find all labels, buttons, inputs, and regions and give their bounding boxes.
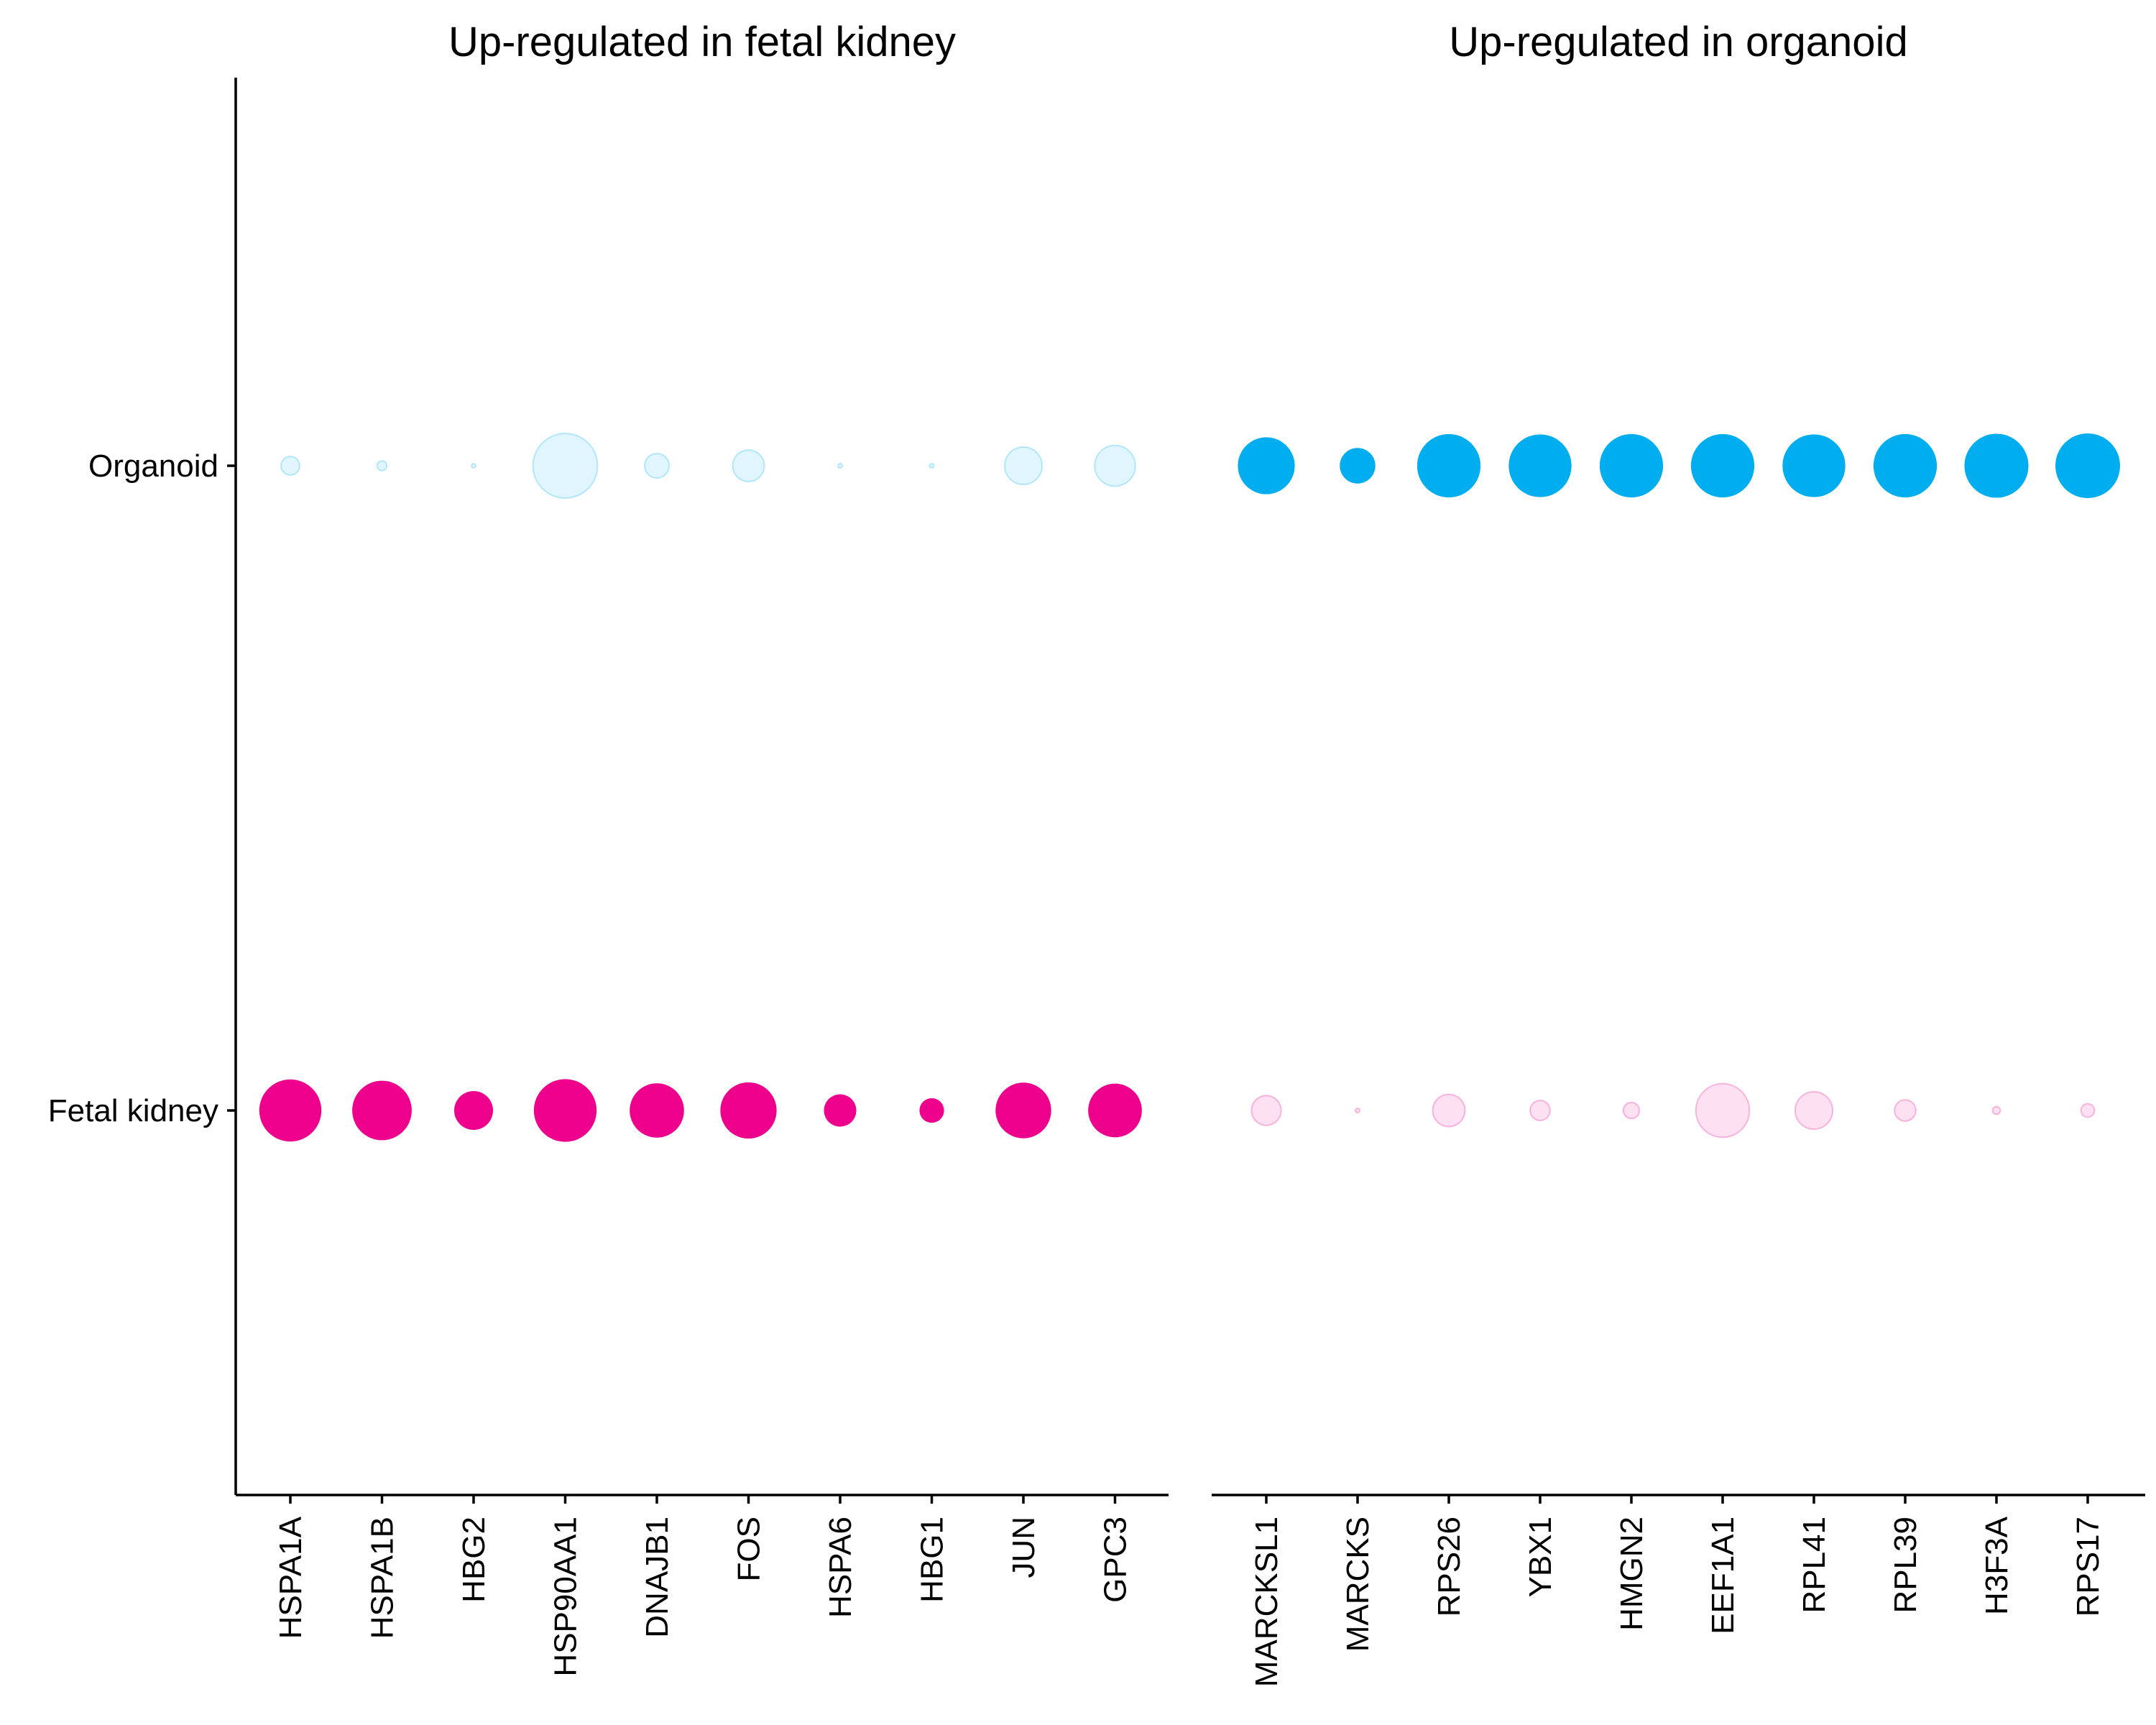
- dot-point: [1340, 448, 1376, 484]
- dot-point: [376, 460, 388, 472]
- y-tick-label: Organoid: [88, 448, 218, 484]
- dot-point: [837, 463, 843, 469]
- dot-point: [1794, 1090, 1834, 1131]
- dot-point: [1432, 1093, 1466, 1128]
- x-tick-label: MARCKS: [1340, 1517, 1376, 1652]
- y-tick-label: Fetal kidney: [48, 1093, 218, 1128]
- dot-point: [2080, 1103, 2096, 1118]
- dot-point: [1003, 446, 1044, 486]
- x-tick-label: GPC3: [1098, 1517, 1133, 1603]
- dot-point: [630, 1083, 684, 1138]
- dot-point: [995, 1082, 1051, 1138]
- x-tick-label: RPL41: [1797, 1517, 1832, 1614]
- x-tick-label: HSPA1B: [365, 1517, 400, 1639]
- x-tick-label: RPS17: [2070, 1517, 2106, 1616]
- x-tick-label: HSP90AA1: [548, 1517, 584, 1677]
- dot-point: [259, 1079, 322, 1142]
- x-tick-label: HBG1: [915, 1517, 950, 1603]
- dot-point: [533, 1079, 597, 1142]
- dot-point: [2055, 433, 2120, 498]
- dot-point: [1894, 1099, 1917, 1122]
- dot-point: [532, 433, 599, 499]
- dot-point: [1088, 1083, 1142, 1138]
- dot-point: [1964, 433, 2029, 498]
- dot-point: [1782, 434, 1846, 497]
- dot-point: [1250, 1095, 1282, 1126]
- dot-point: [1529, 1100, 1551, 1121]
- x-tick-label: RPS26: [1432, 1517, 1467, 1616]
- x-tick-label: HMGN2: [1614, 1517, 1649, 1631]
- dot-point: [919, 1098, 944, 1123]
- dot-point: [1094, 444, 1136, 487]
- x-tick-label: YBX1: [1523, 1517, 1558, 1598]
- x-tick-label: HSPA1A: [273, 1516, 308, 1639]
- dot-point: [824, 1094, 857, 1127]
- x-tick-label: MARCKSL1: [1249, 1517, 1284, 1687]
- x-tick-label: H3F3A: [1979, 1516, 2014, 1615]
- dot-point: [1622, 1101, 1641, 1120]
- dot-point: [1238, 437, 1295, 494]
- dot-point: [720, 1082, 777, 1139]
- x-tick-label: HBG2: [456, 1517, 492, 1603]
- dot-point: [1991, 1105, 2001, 1116]
- x-tick-label: DNAJB1: [640, 1517, 675, 1638]
- panel-title: Up-regulated in organoid: [1449, 19, 1907, 65]
- dot-point: [1355, 1108, 1360, 1113]
- x-tick-label: JUN: [1006, 1517, 1041, 1578]
- dot-point: [280, 455, 301, 477]
- dot-point: [929, 463, 935, 469]
- dot-point: [471, 463, 476, 469]
- x-tick-label: HSPA6: [823, 1517, 858, 1618]
- dot-point: [1695, 1082, 1751, 1138]
- dot-point: [732, 448, 765, 483]
- dot-point: [1416, 433, 1481, 498]
- dot-point: [1873, 433, 1938, 498]
- panel-title: Up-regulated in fetal kidney: [448, 19, 956, 65]
- dot-point: [1690, 433, 1755, 498]
- x-tick-label: RPL39: [1888, 1517, 1923, 1614]
- x-tick-label: FOS: [732, 1517, 767, 1581]
- x-tick-label: EEF1A1: [1705, 1517, 1741, 1634]
- dot-point: [352, 1080, 412, 1141]
- dot-point: [1599, 433, 1664, 498]
- dot-point: [1508, 434, 1572, 497]
- dot-point: [454, 1091, 493, 1130]
- dot-point: [643, 452, 671, 479]
